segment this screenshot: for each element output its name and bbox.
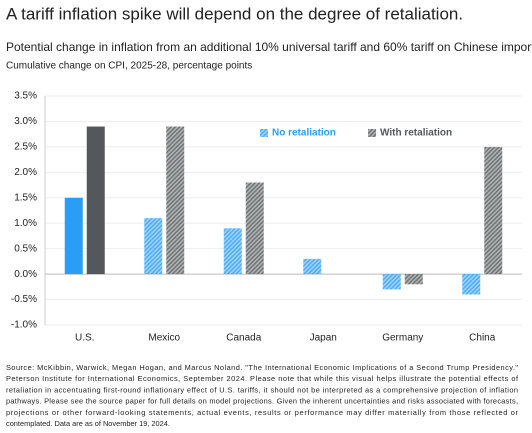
source-note: projections or other forward-looking sta… <box>6 408 519 417</box>
y-tick-label: -1.0% <box>11 320 37 331</box>
source-note: contemplated. Data are as of November 19… <box>6 419 170 428</box>
y-tick-label: 0.5% <box>14 243 37 254</box>
x-tick-label: Japan <box>310 333 337 344</box>
x-tick-label: Canada <box>226 333 261 344</box>
legend-label: No retaliation <box>272 128 336 139</box>
bar <box>484 146 503 275</box>
x-tick-label: U.S. <box>75 333 94 344</box>
bar <box>303 258 322 275</box>
x-tick-label: Germany <box>382 333 423 344</box>
source-note: pathways. Please see the source paper fo… <box>6 397 518 406</box>
bar <box>64 197 83 275</box>
bar <box>382 274 401 290</box>
y-tick-label: 3.5% <box>14 91 37 102</box>
y-tick-label: 3.0% <box>14 116 37 127</box>
source-note: Source: McKibbin, Warwick, Megan Hogan, … <box>6 363 518 372</box>
chart-title: A tariff inflation spike will depend on … <box>6 4 463 23</box>
legend-label: With retaliation <box>380 128 452 139</box>
chart-subtitle: Potential change in inflation from an ad… <box>6 40 532 54</box>
y-tick-label: 2.0% <box>14 167 37 178</box>
bar <box>86 126 105 275</box>
source-note: Peterson Institute for International Eco… <box>6 374 519 383</box>
bar <box>223 228 242 275</box>
x-tick-label: China <box>469 333 496 344</box>
bar <box>245 182 264 275</box>
legend-swatch <box>260 129 268 137</box>
legend-swatch <box>368 129 376 137</box>
y-tick-label: 2.5% <box>14 142 37 153</box>
y-axis-label: Cumulative change on CPI, 2025-28, perce… <box>6 61 252 72</box>
y-tick-label: 1.5% <box>14 192 37 203</box>
y-tick-label: 1.0% <box>14 218 37 229</box>
y-tick-label: 0.0% <box>14 269 37 280</box>
bar <box>144 218 163 275</box>
bar <box>166 126 185 275</box>
y-tick-label: -0.5% <box>11 294 37 305</box>
x-tick-label: Mexico <box>148 333 180 344</box>
bar <box>404 274 423 285</box>
source-note: retaliation in accentuating first-round … <box>6 385 518 394</box>
bar <box>462 274 481 295</box>
